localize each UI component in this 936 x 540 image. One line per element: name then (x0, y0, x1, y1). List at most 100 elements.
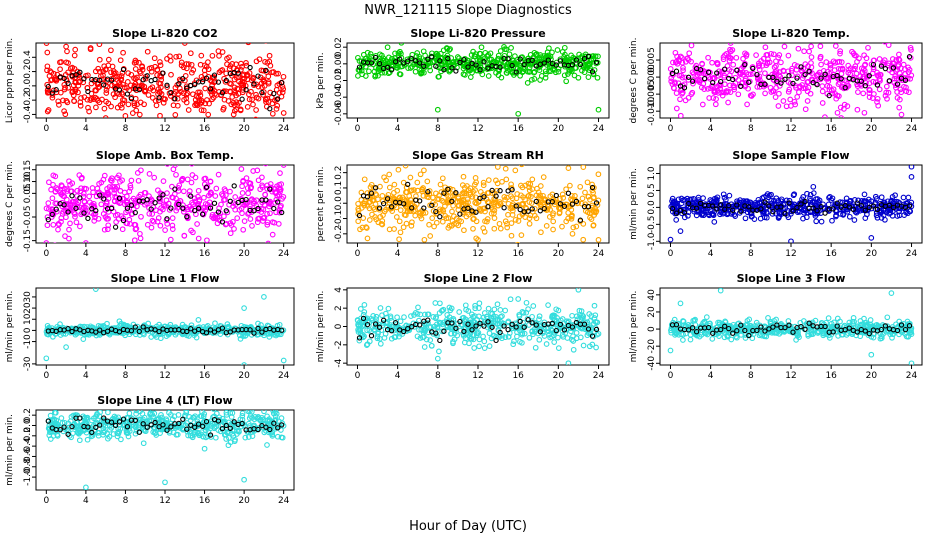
data-point (737, 197, 743, 203)
data-point (184, 90, 191, 97)
data-point (238, 166, 245, 172)
data-point (98, 201, 105, 208)
data-point (227, 230, 234, 237)
data-point (57, 189, 64, 196)
data-point (673, 217, 680, 223)
hourly-point (890, 65, 897, 71)
data-point (247, 180, 254, 187)
data-point (164, 165, 171, 167)
data-point (261, 83, 268, 89)
data-point (753, 52, 759, 58)
hourly-point (585, 204, 592, 210)
hourly-point (172, 96, 178, 102)
hourly-point (886, 202, 893, 208)
data-point (379, 312, 385, 319)
hourly-point (49, 211, 55, 218)
hourly-point (826, 92, 832, 99)
data-point (514, 333, 520, 340)
data-point (579, 195, 586, 202)
hourly-point (461, 57, 467, 63)
data-point (108, 103, 114, 110)
data-point (189, 172, 196, 178)
hourly-point (766, 203, 772, 209)
data-point (720, 54, 727, 60)
data-point (233, 99, 240, 105)
hourly-point (573, 57, 580, 63)
data-point (88, 95, 95, 102)
data-point (889, 194, 896, 200)
data-point (239, 76, 246, 82)
x-tick-label: 12 (472, 124, 483, 134)
data-point (86, 108, 92, 115)
data-point (896, 51, 902, 58)
x-tick-label: 0 (43, 124, 49, 134)
data-point (557, 195, 563, 202)
data-point (892, 73, 899, 80)
data-point (120, 97, 126, 103)
data-point (384, 320, 391, 326)
data-point (729, 209, 736, 216)
data-point (798, 67, 805, 74)
hourly-point (184, 328, 190, 335)
hourly-point (116, 329, 123, 335)
data-point (574, 322, 581, 329)
data-point (264, 43, 268, 44)
hourly-point (211, 72, 218, 78)
hourly-point (73, 205, 79, 211)
data-point (255, 177, 262, 184)
data-point (48, 77, 54, 84)
data-point (905, 69, 912, 76)
data-point (896, 104, 903, 111)
data-point (740, 71, 746, 78)
data-point (254, 167, 261, 174)
data-point (180, 90, 187, 97)
data-point (685, 94, 692, 101)
data-point (124, 79, 131, 85)
data-point (355, 73, 361, 79)
hourly-point (754, 71, 760, 78)
data-point (92, 68, 99, 75)
data-point (403, 323, 410, 329)
data-point (58, 182, 65, 189)
x-tick-label: 0 (355, 371, 361, 381)
data-point (862, 215, 869, 221)
data-point (692, 64, 699, 71)
data-point (128, 71, 135, 78)
data-point (108, 178, 115, 184)
data-point (832, 43, 839, 49)
data-point (436, 348, 442, 355)
x-tick-label: 4 (395, 371, 401, 381)
hourly-point (810, 79, 816, 86)
data-point (150, 218, 157, 225)
y-tick-label: 2 (334, 305, 344, 311)
data-point (459, 190, 466, 197)
data-point (715, 90, 722, 96)
data-point (224, 321, 231, 327)
hourly-point (405, 58, 411, 64)
data-point (507, 296, 514, 303)
y-tick-label: -0.2 (23, 91, 33, 109)
data-point (677, 112, 684, 118)
hourly-point (569, 62, 576, 68)
data-point (50, 181, 56, 188)
data-point (699, 101, 706, 108)
data-point (187, 129, 192, 134)
data-point (372, 214, 378, 220)
data-point (368, 315, 375, 322)
data-point (213, 185, 220, 192)
hourly-point (85, 88, 91, 95)
hourly-point (255, 325, 261, 332)
data-point (427, 233, 434, 239)
hourly-point (866, 73, 872, 79)
data-point (804, 88, 811, 95)
data-point (233, 61, 239, 68)
data-point (525, 193, 531, 199)
data-point (446, 61, 452, 68)
data-point (491, 215, 498, 221)
data-point (132, 66, 139, 72)
hourly-point (156, 328, 162, 335)
data-point (397, 197, 404, 203)
outlier-point (63, 344, 69, 350)
hourly-point (533, 198, 539, 205)
data-point (481, 345, 488, 351)
